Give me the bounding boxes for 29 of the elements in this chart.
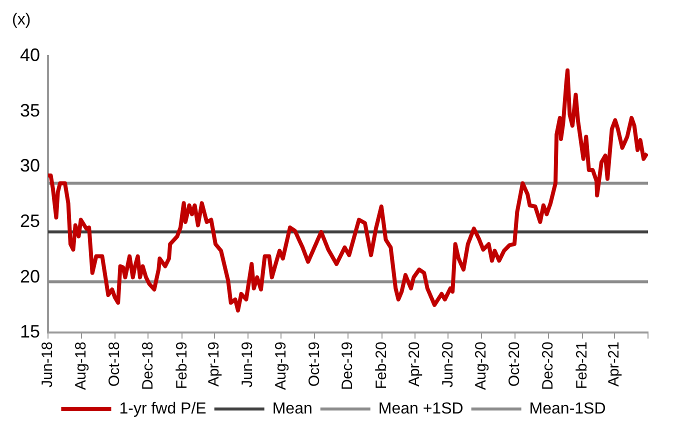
x-tick-label: Dec-20 xyxy=(540,342,557,390)
x-tick-label: Apr-20 xyxy=(406,342,423,387)
y-axis-title: (x) xyxy=(12,11,31,28)
x-tick-label: Dec-19 xyxy=(339,342,356,390)
x-tick-label: Aug-18 xyxy=(72,342,90,390)
x-tick-label: Apr-19 xyxy=(206,342,223,387)
y-tick-label: 20 xyxy=(20,266,40,286)
x-tick-label: Jun-18 xyxy=(39,342,56,388)
x-tick-label: Feb-19 xyxy=(173,342,190,390)
x-tick-label: Jun-19 xyxy=(238,342,256,388)
y-tick-label: 30 xyxy=(20,156,40,176)
x-tick-label: Apr-21 xyxy=(606,342,623,387)
x-tick-label: Aug-19 xyxy=(272,342,290,390)
legend-label: Mean xyxy=(272,400,312,418)
x-tick-label: Oct-18 xyxy=(106,342,123,387)
x-tick-label: Oct-19 xyxy=(306,342,323,387)
x-tick-label: Oct-20 xyxy=(506,342,524,387)
y-tick-label: 40 xyxy=(20,44,40,65)
legend-label: 1-yr fwd P/E xyxy=(119,400,206,418)
y-tick-label: 15 xyxy=(20,322,40,342)
y-tick-label: 25 xyxy=(20,210,40,231)
x-tick-label: Feb-20 xyxy=(373,342,390,390)
x-tick-label: Dec-18 xyxy=(139,342,156,390)
x-tick-label: Aug-20 xyxy=(472,342,490,390)
y-tick-label: 35 xyxy=(20,100,40,120)
legend-label: Mean-1SD xyxy=(529,400,606,418)
x-tick-label: Jun-20 xyxy=(439,342,456,388)
x-tick-label: Feb-21 xyxy=(573,342,590,390)
legend-label: Mean +1SD xyxy=(378,400,464,418)
